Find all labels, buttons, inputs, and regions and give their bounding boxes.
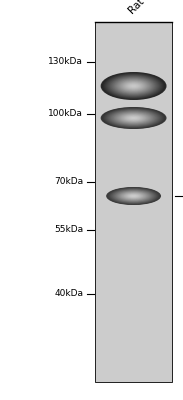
Text: 70kDa: 70kDa: [54, 178, 83, 186]
Ellipse shape: [118, 113, 149, 123]
Ellipse shape: [129, 84, 138, 88]
Ellipse shape: [123, 81, 145, 91]
Ellipse shape: [124, 193, 144, 199]
Text: 100kDa: 100kDa: [48, 110, 83, 118]
Ellipse shape: [115, 78, 152, 94]
Ellipse shape: [110, 188, 157, 204]
Ellipse shape: [112, 189, 156, 203]
Ellipse shape: [131, 85, 136, 87]
Text: 40kDa: 40kDa: [54, 290, 83, 298]
Ellipse shape: [125, 82, 142, 90]
Ellipse shape: [119, 191, 148, 201]
Ellipse shape: [105, 74, 162, 98]
Text: Rat eye: Rat eye: [126, 0, 162, 16]
Ellipse shape: [128, 194, 139, 198]
Ellipse shape: [105, 108, 162, 128]
Ellipse shape: [123, 114, 145, 122]
Ellipse shape: [122, 114, 146, 122]
Ellipse shape: [124, 82, 143, 90]
Ellipse shape: [108, 110, 159, 126]
Ellipse shape: [120, 114, 147, 122]
Ellipse shape: [114, 190, 153, 202]
Ellipse shape: [103, 108, 164, 128]
Ellipse shape: [128, 116, 139, 120]
Ellipse shape: [119, 80, 148, 92]
Ellipse shape: [112, 111, 156, 125]
Ellipse shape: [117, 190, 150, 202]
Ellipse shape: [125, 115, 142, 121]
Ellipse shape: [124, 193, 143, 199]
Ellipse shape: [115, 190, 152, 202]
Text: 130kDa: 130kDa: [48, 58, 83, 66]
Ellipse shape: [131, 195, 136, 197]
Ellipse shape: [104, 108, 163, 128]
Ellipse shape: [118, 191, 149, 201]
Ellipse shape: [117, 112, 150, 124]
Ellipse shape: [120, 192, 147, 200]
Ellipse shape: [121, 192, 146, 200]
Ellipse shape: [122, 192, 145, 200]
Ellipse shape: [129, 194, 138, 198]
Ellipse shape: [128, 84, 139, 88]
Ellipse shape: [107, 187, 160, 205]
Ellipse shape: [101, 107, 167, 129]
Ellipse shape: [108, 75, 159, 97]
Ellipse shape: [130, 117, 137, 119]
Ellipse shape: [120, 80, 147, 92]
Ellipse shape: [115, 112, 152, 124]
Ellipse shape: [106, 74, 161, 98]
Ellipse shape: [113, 77, 154, 95]
Ellipse shape: [126, 83, 141, 89]
Ellipse shape: [118, 80, 149, 92]
Ellipse shape: [124, 115, 143, 121]
Ellipse shape: [131, 117, 136, 119]
Ellipse shape: [111, 188, 156, 204]
Ellipse shape: [107, 75, 160, 97]
Ellipse shape: [125, 193, 142, 199]
Ellipse shape: [126, 116, 141, 120]
Ellipse shape: [107, 109, 160, 127]
Ellipse shape: [116, 190, 151, 202]
Ellipse shape: [127, 83, 140, 89]
Ellipse shape: [102, 107, 165, 129]
Text: 55kDa: 55kDa: [54, 226, 83, 234]
Ellipse shape: [117, 79, 150, 93]
Ellipse shape: [130, 85, 137, 87]
Ellipse shape: [114, 111, 153, 125]
Ellipse shape: [108, 188, 159, 204]
Ellipse shape: [104, 73, 163, 99]
Ellipse shape: [123, 192, 145, 200]
Ellipse shape: [109, 110, 158, 126]
Ellipse shape: [111, 110, 157, 126]
Ellipse shape: [106, 187, 161, 205]
Ellipse shape: [127, 194, 140, 198]
Ellipse shape: [116, 78, 151, 94]
Ellipse shape: [114, 78, 153, 94]
Ellipse shape: [106, 109, 161, 127]
Ellipse shape: [122, 81, 146, 91]
Ellipse shape: [130, 195, 137, 197]
Ellipse shape: [113, 111, 154, 125]
Ellipse shape: [103, 73, 164, 99]
Ellipse shape: [113, 189, 155, 203]
Ellipse shape: [102, 72, 165, 100]
Ellipse shape: [119, 113, 148, 123]
Ellipse shape: [113, 190, 154, 202]
Bar: [95, 22, 172, 382]
Ellipse shape: [127, 116, 140, 120]
Ellipse shape: [109, 188, 158, 204]
Ellipse shape: [111, 76, 157, 96]
Ellipse shape: [116, 112, 151, 124]
Ellipse shape: [112, 77, 156, 95]
Ellipse shape: [109, 76, 158, 96]
Ellipse shape: [129, 116, 138, 120]
Ellipse shape: [101, 72, 167, 100]
Ellipse shape: [126, 194, 141, 198]
